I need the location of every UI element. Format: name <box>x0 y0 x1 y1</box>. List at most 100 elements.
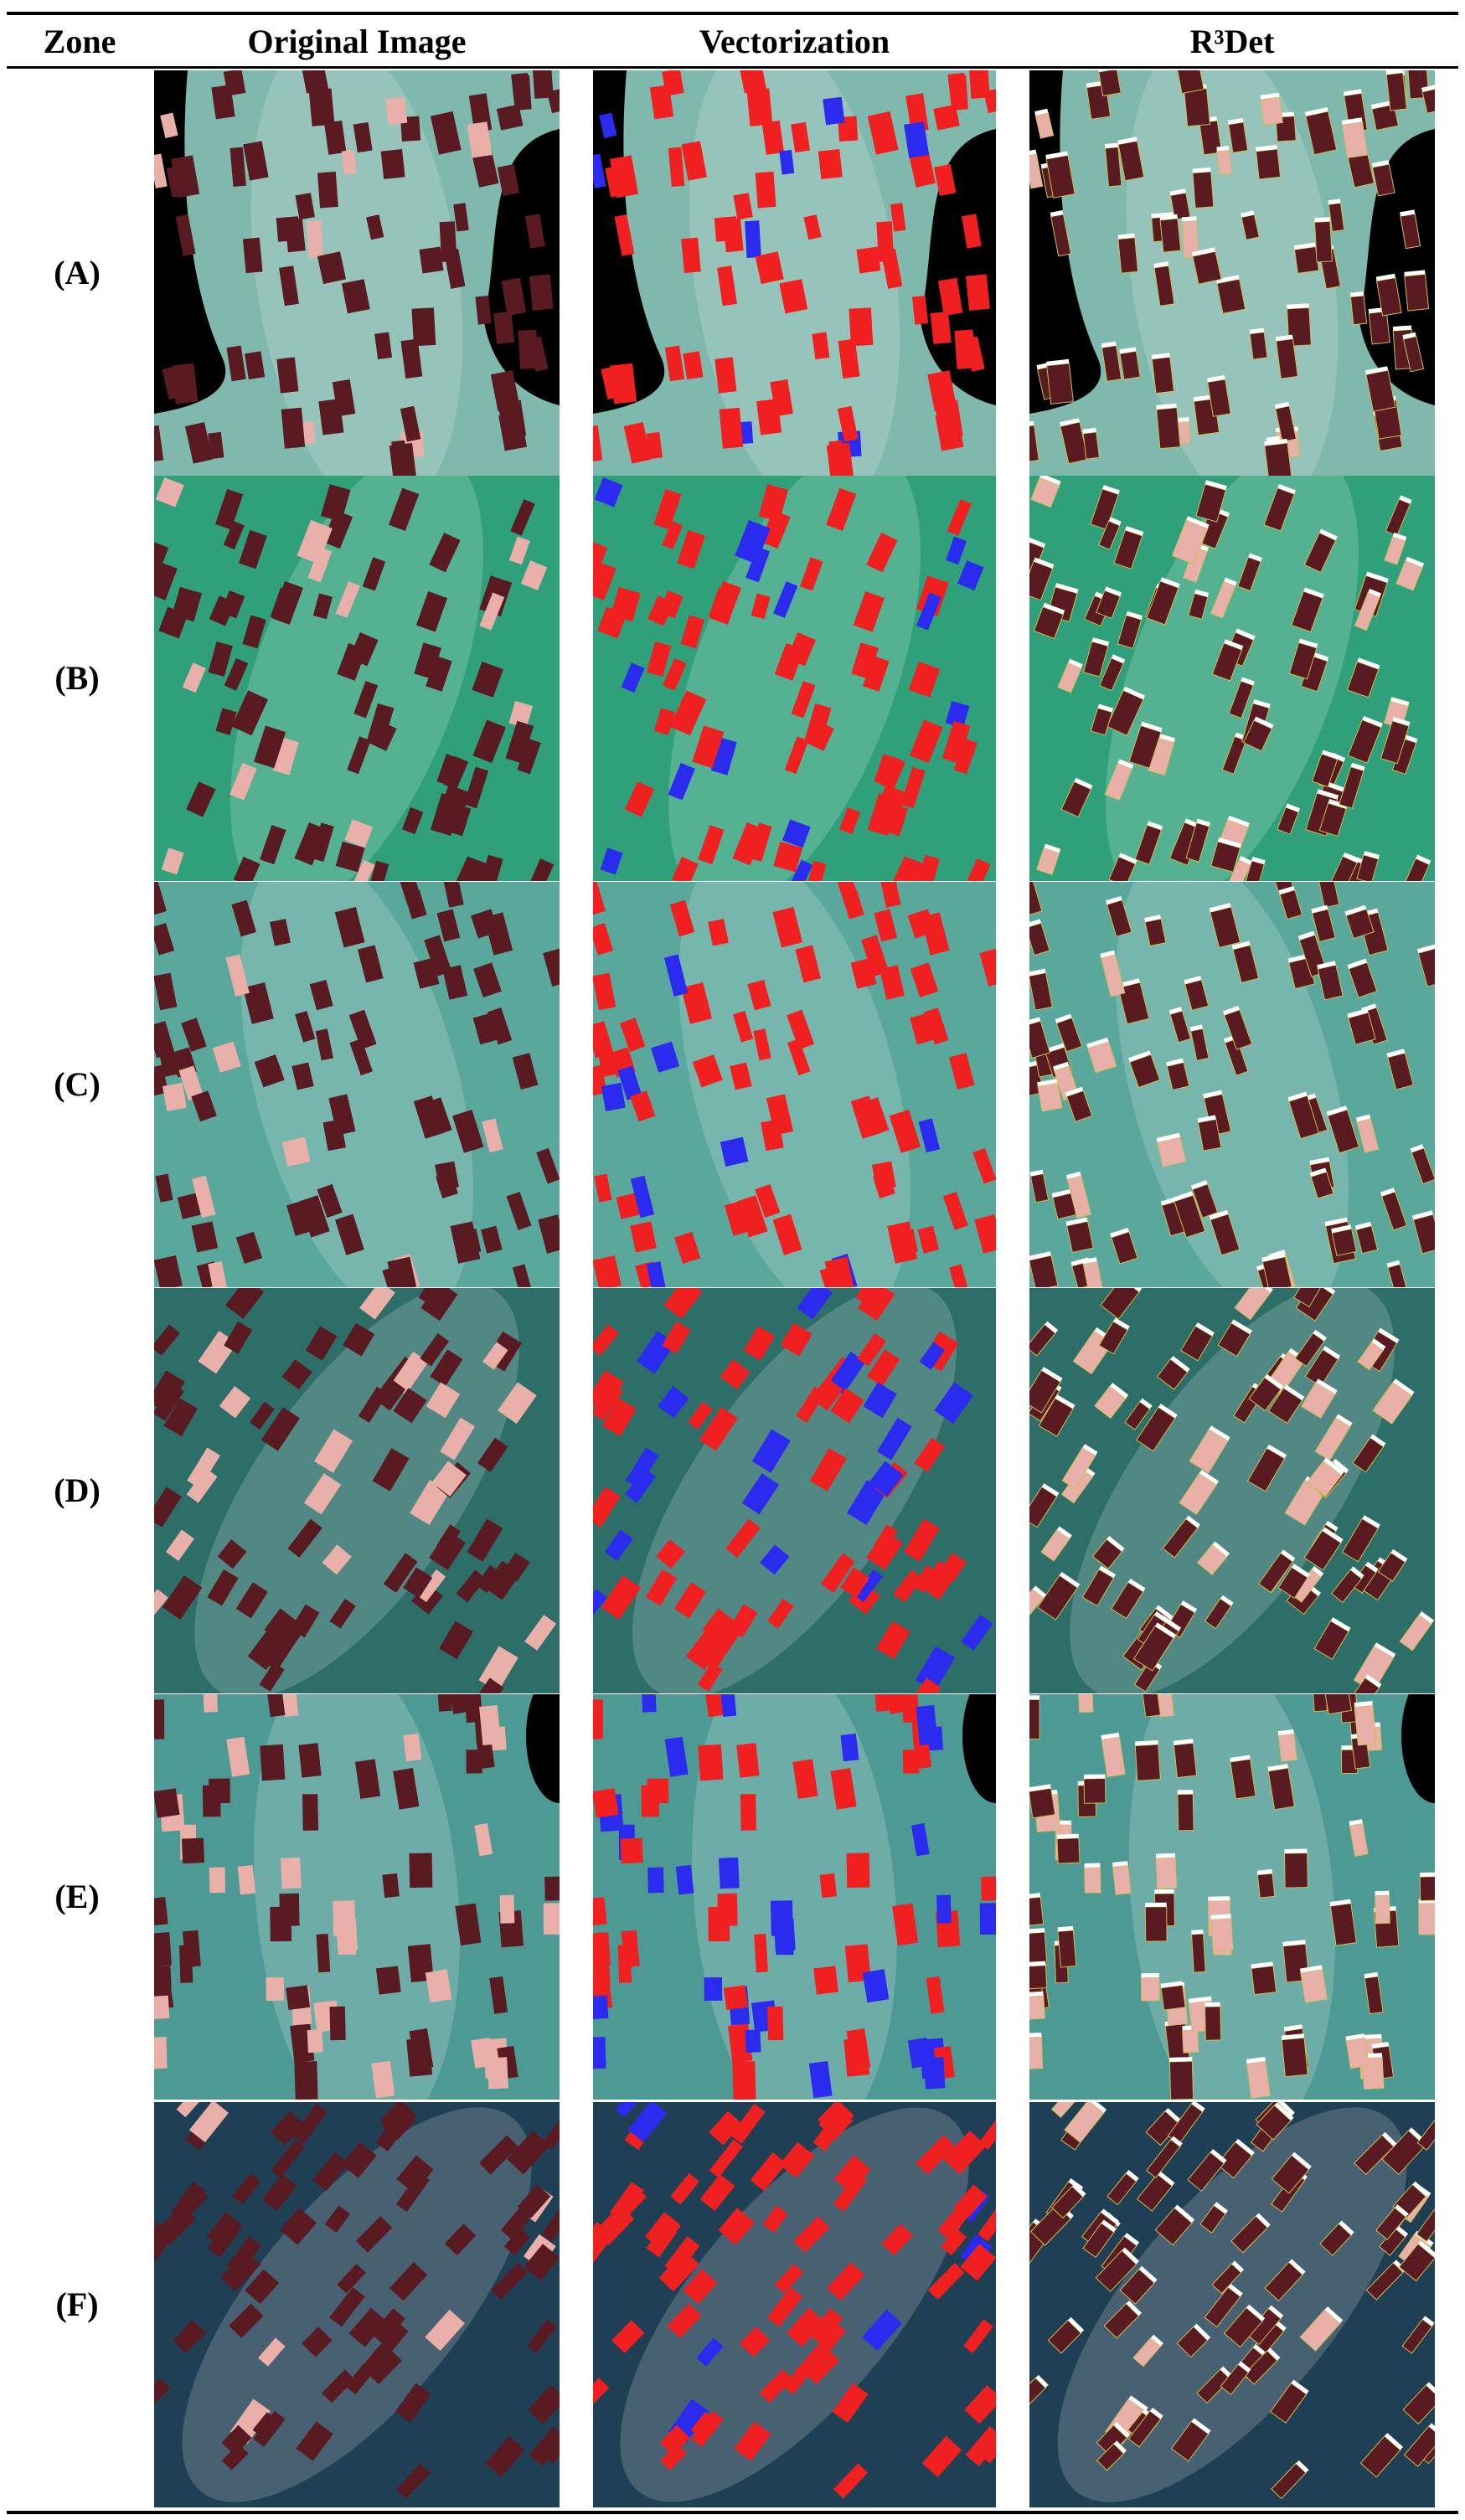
object-shape <box>182 662 206 693</box>
aquaculture-object <box>317 171 338 209</box>
detection-label <box>1241 677 1255 686</box>
object-shape <box>154 972 178 1011</box>
object-shape <box>662 70 684 96</box>
object-shape <box>593 1021 614 1059</box>
detection-label <box>1339 2220 1354 2236</box>
aquaculture-object <box>1029 968 1053 1011</box>
aquaculture-object <box>681 141 707 181</box>
detection-label <box>1316 1379 1338 1394</box>
detection-label <box>1421 84 1435 92</box>
aquaculture-object <box>611 2320 645 2353</box>
object-shape <box>420 1288 458 1322</box>
aquaculture-object <box>187 1447 220 1489</box>
aquaculture-object <box>818 2105 854 2141</box>
aquaculture-object <box>1354 1701 1377 1746</box>
aquaculture-object <box>324 2205 351 2234</box>
object-shape <box>620 1837 643 1864</box>
detection-label <box>1029 537 1046 549</box>
object-shape <box>455 1903 482 1946</box>
object-shape <box>681 237 701 274</box>
detection-label <box>1297 930 1315 940</box>
object-shape <box>889 1110 921 1153</box>
object-shape <box>780 1322 812 1357</box>
object-shape <box>317 171 338 209</box>
detection-label <box>1365 571 1389 583</box>
object-shape <box>297 519 333 564</box>
aquaculture-object <box>755 251 784 285</box>
image-cell <box>1029 70 1435 476</box>
object-shape <box>335 841 365 873</box>
aquaculture-object <box>863 656 890 692</box>
detection-label <box>1349 1819 1363 1826</box>
image-cell <box>154 1288 560 1693</box>
object-shape <box>359 1288 395 1320</box>
aquaculture-object <box>1311 904 1336 943</box>
aquaculture-object <box>918 1118 941 1153</box>
object-shape <box>641 1694 657 1713</box>
aquaculture-object <box>1223 2304 1266 2348</box>
aquaculture-object <box>1345 2033 1370 2069</box>
aquaculture-object <box>1399 1610 1435 1652</box>
detection-label <box>1260 92 1280 100</box>
aquaculture-object <box>295 193 315 220</box>
object-shape <box>773 1918 796 1951</box>
aquaculture-object <box>593 923 614 956</box>
object-shape <box>208 431 224 460</box>
detection-label <box>1309 1167 1327 1178</box>
aquaculture-object <box>621 662 645 693</box>
object-shape <box>409 1853 433 1889</box>
aquaculture-object <box>1274 401 1297 443</box>
object-shape <box>625 1447 659 1489</box>
aquaculture-object <box>599 112 617 139</box>
object-shape <box>1416 2207 1435 2243</box>
aquaculture-object <box>1034 108 1055 139</box>
object-shape <box>527 2319 557 2353</box>
aquaculture-object <box>1084 1863 1101 1894</box>
object-shape <box>927 370 957 412</box>
object-shape <box>1216 149 1233 176</box>
object-shape <box>668 147 685 187</box>
aquaculture-object <box>886 1694 914 1714</box>
detection-label <box>1416 943 1435 954</box>
object-shape <box>784 736 809 775</box>
detection-label <box>1057 1925 1074 1932</box>
aquaculture-object <box>444 802 472 837</box>
aquaculture-object <box>805 720 834 751</box>
detection-label <box>1428 2423 1435 2438</box>
object-shape <box>599 112 617 139</box>
object-shape <box>489 1976 508 2014</box>
object-shape <box>1030 477 1060 508</box>
aquaculture-object <box>919 1342 945 1370</box>
aquaculture-object <box>1167 2102 1205 2145</box>
object-shape <box>1352 1436 1385 1473</box>
object-shape <box>501 277 527 317</box>
object-shape <box>154 1995 170 2020</box>
aquaculture-object <box>1083 1774 1106 1804</box>
aquaculture-object <box>485 2435 525 2477</box>
aquaculture-object <box>500 2208 531 2240</box>
detection-label <box>1134 1739 1158 1746</box>
object-shape <box>528 336 549 372</box>
aquaculture-object <box>1029 1251 1059 1287</box>
detection-label <box>1065 1086 1084 1097</box>
aquaculture-object <box>753 1028 771 1061</box>
aquaculture-object <box>696 2337 724 2367</box>
object-shape <box>320 484 351 523</box>
object-shape <box>733 193 753 220</box>
object-shape <box>1317 882 1340 909</box>
object-shape <box>846 1480 887 1525</box>
detection-label <box>1288 2259 1306 2275</box>
aquaculture-object <box>1267 1384 1305 1425</box>
aquaculture-object <box>154 1965 172 1989</box>
aquaculture-object <box>1209 1209 1241 1256</box>
aquaculture-object <box>232 2172 261 2205</box>
object-shape <box>941 720 971 764</box>
detection-label <box>1046 358 1070 366</box>
image-cell <box>154 476 560 881</box>
detection-label <box>1191 247 1215 257</box>
detection-label <box>1371 1338 1386 1351</box>
aquaculture-object <box>343 1322 375 1357</box>
detection-label <box>1174 2204 1195 2224</box>
aquaculture-object <box>1210 1914 1234 1952</box>
object-shape <box>414 642 441 679</box>
